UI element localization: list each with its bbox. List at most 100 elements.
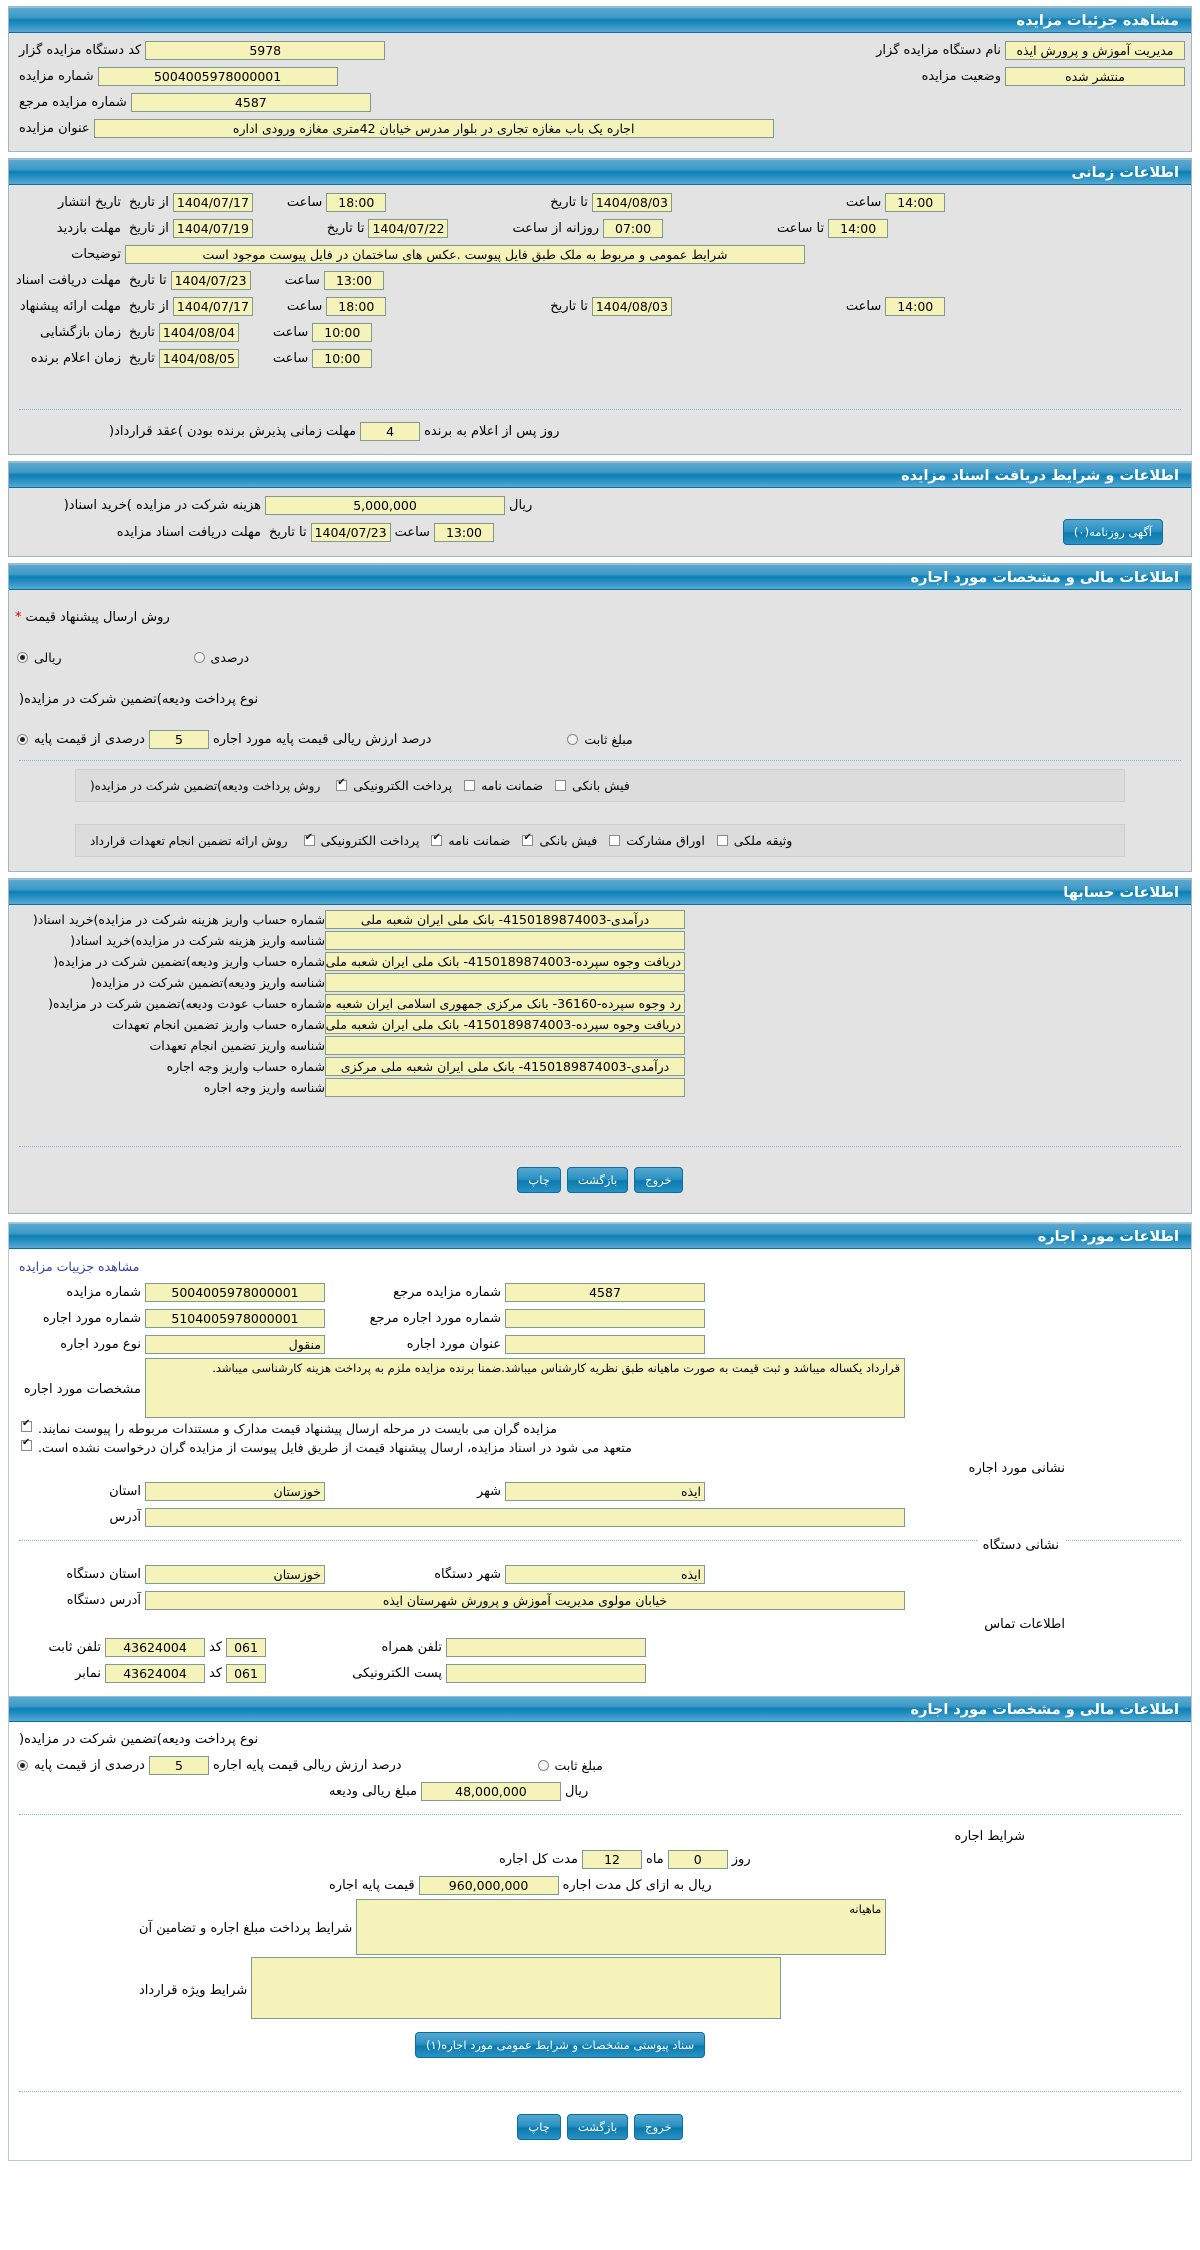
visit-to-date[interactable]: 1404/07/22 xyxy=(368,218,449,238)
guarantee-method-2[interactable]: فیش بانکی xyxy=(520,832,597,848)
account-value-3[interactable] xyxy=(325,973,685,992)
phone-value[interactable]: 43624004 xyxy=(105,1637,205,1657)
agency-address-value[interactable]: خیابان مولوی مدیریت آموزش و پرورش شهرستا… xyxy=(145,1590,905,1610)
account-value-1[interactable] xyxy=(325,931,685,950)
back-button[interactable]: بازگشت xyxy=(566,1167,629,1193)
newspaper-ad-button[interactable]: آگهی روزنامه(۰) xyxy=(1062,519,1163,545)
auction-title-value[interactable]: اجاره یک باب مغازه تجاری در بلوار مدرس خ… xyxy=(93,118,774,138)
radio-percent-of-base[interactable] xyxy=(17,733,28,745)
opening-time[interactable]: 10:00 xyxy=(312,322,373,342)
visit-daily-from[interactable]: 07:00 xyxy=(603,218,664,238)
docs-deadline-date[interactable]: 1404/07/23 xyxy=(170,270,251,290)
ref-lease-number-value[interactable] xyxy=(505,1308,705,1328)
duration-days[interactable]: 0 xyxy=(667,1849,728,1869)
winner-time[interactable]: 10:00 xyxy=(312,348,373,368)
payment-terms-value[interactable]: ماهیانه xyxy=(356,1899,887,1955)
mobile-value[interactable] xyxy=(446,1637,647,1657)
checkbox-guarantee-bank-receipt[interactable] xyxy=(522,832,534,846)
deposit-amount-value[interactable]: 48,000,000 xyxy=(420,1781,561,1801)
lease-specs-value[interactable]: قرارداد یکساله میباشد و ثبت قیمت به صورت… xyxy=(145,1358,905,1418)
ref-auction-number-value[interactable]: 4587 xyxy=(130,92,371,112)
checkbox-property-deed[interactable] xyxy=(716,835,728,846)
guarantee-method-3[interactable]: اوراق مشارکت xyxy=(607,833,705,848)
fax-value[interactable]: 43624004 xyxy=(105,1663,205,1683)
account-value-2[interactable]: دریافت وجوه سپرده-4150189874003- بانک مل… xyxy=(325,952,685,971)
guarantee-method-1[interactable]: ضمانت نامه xyxy=(429,832,510,848)
offer-from-time[interactable]: 18:00 xyxy=(326,296,387,316)
radio-fixed-amount-2[interactable] xyxy=(537,1759,549,1771)
checkbox-guarantee-letter-2[interactable] xyxy=(431,832,443,846)
account-value-4[interactable]: رد وجوه سپرده-36160- بانک مرکزی جمهوری ا… xyxy=(325,994,685,1013)
radio-rial[interactable] xyxy=(17,651,28,663)
print-button[interactable]: چاپ xyxy=(517,1167,561,1193)
auction-status-value[interactable]: منتشر شده xyxy=(1005,66,1185,86)
attachment-specs-button[interactable]: سناد پیوستی مشخصات و شرایط عمومی مورد اج… xyxy=(415,2032,706,2058)
agency-city-value[interactable]: ایذه xyxy=(505,1564,705,1584)
deposit-method-2[interactable]: فیش بانکی xyxy=(553,778,630,793)
docs-receive-date[interactable]: 1404/07/23 xyxy=(310,522,391,542)
duration-months[interactable]: 12 xyxy=(582,1849,643,1869)
checkbox-bank-receipt[interactable] xyxy=(555,780,567,791)
guarantee-method-4[interactable]: وثیقه ملکی xyxy=(715,833,792,848)
publish-to-time[interactable]: 14:00 xyxy=(885,192,946,212)
checkbox-note-2[interactable] xyxy=(21,1437,32,1451)
checkbox-guarantee-electronic[interactable] xyxy=(303,832,315,846)
offer-to-time[interactable]: 14:00 xyxy=(885,296,946,316)
account-value-0[interactable]: درآمدی-4150189874003- بانک ملی ایران شعب… xyxy=(325,910,685,929)
radio-percent-of-base-2[interactable] xyxy=(17,1759,28,1771)
province-value[interactable]: خوزستان xyxy=(145,1481,325,1501)
city-value[interactable]: ایذه xyxy=(505,1481,705,1501)
lease-number-value[interactable]: 5104005978000001 xyxy=(145,1308,325,1328)
guarantee-method-0[interactable]: پرداخت الکترونیکی xyxy=(302,832,419,848)
winner-date[interactable]: 1404/08/05 xyxy=(158,348,239,368)
print-button-bottom[interactable]: چاپ xyxy=(517,2114,561,2140)
docs-receive-time[interactable]: 13:00 xyxy=(433,522,494,542)
base-price-value[interactable]: 960,000,000 xyxy=(418,1875,559,1895)
deposit-method-0[interactable]: پرداخت الکترونیکی xyxy=(334,777,452,793)
opening-date[interactable]: 1404/08/04 xyxy=(158,322,239,342)
fax-code[interactable]: 061 xyxy=(226,1663,267,1683)
checkbox-guarantee-letter[interactable] xyxy=(464,780,476,791)
auction-number-value[interactable]: 5004005978000001 xyxy=(97,66,338,86)
exit-button-bottom[interactable]: خروج xyxy=(634,2114,683,2140)
back-button-bottom[interactable]: بازگشت xyxy=(566,2114,629,2140)
view-auction-details-link[interactable]: مشاهده جزییات مزایده xyxy=(19,1258,140,1274)
ref-auction-number-value-2[interactable]: 4587 xyxy=(505,1282,705,1302)
acceptance-days[interactable]: 4 xyxy=(360,421,421,441)
account-value-5[interactable]: دریافت وجوه سپرده-4150189874003- بانک مل… xyxy=(325,1015,685,1034)
percent-value[interactable]: 5 xyxy=(148,729,209,749)
radio-fixed-amount[interactable] xyxy=(567,733,579,745)
option-fixed-amount-2[interactable]: مبلغ ثابت xyxy=(536,1758,603,1773)
special-terms-value[interactable] xyxy=(251,1957,782,2019)
exit-button[interactable]: خروج xyxy=(634,1167,683,1193)
visit-daily-to[interactable]: 14:00 xyxy=(828,218,889,238)
cost-value[interactable]: 5,000,000 xyxy=(265,495,505,515)
lease-type-value[interactable]: منقول xyxy=(145,1334,325,1354)
deposit-method-1[interactable]: ضمانت نامه xyxy=(462,778,543,793)
agency-name-value[interactable]: مدیریت آموزش و پرورش ایذه xyxy=(1005,40,1185,60)
lease-title-value[interactable] xyxy=(505,1334,705,1354)
publish-from-time[interactable]: 18:00 xyxy=(326,192,387,212)
radio-percent[interactable] xyxy=(193,651,205,663)
email-value[interactable] xyxy=(446,1663,647,1683)
checkbox-electronic-payment[interactable] xyxy=(336,777,348,791)
agency-code-value[interactable]: 5978 xyxy=(145,40,386,60)
visit-from-date[interactable]: 1404/07/19 xyxy=(172,218,253,238)
checkbox-participation-bonds[interactable] xyxy=(609,835,621,846)
publish-from-date[interactable]: 1404/07/17 xyxy=(172,192,253,212)
account-value-6[interactable] xyxy=(325,1036,685,1055)
address-value[interactable] xyxy=(145,1507,905,1527)
option-percent[interactable]: درصدی xyxy=(192,650,249,665)
agency-province-value[interactable]: خوزستان xyxy=(145,1564,325,1584)
checkbox-note-1[interactable] xyxy=(21,1418,32,1432)
option-fixed-amount[interactable]: مبلغ ثابت xyxy=(565,732,633,747)
account-value-7[interactable]: درآمدی-4150189874003- بانک ملی ایران شعب… xyxy=(325,1057,685,1076)
lease-auction-number-value[interactable]: 5004005978000001 xyxy=(145,1282,325,1302)
docs-deadline-time[interactable]: 13:00 xyxy=(323,270,384,290)
publish-to-date[interactable]: 1404/08/03 xyxy=(591,192,672,212)
description-value[interactable]: شرایط عمومی و مربوط به ملک طبق فایل پیوس… xyxy=(125,244,805,264)
option-rial[interactable]: ریالی xyxy=(15,650,62,665)
offer-from-date[interactable]: 1404/07/17 xyxy=(172,296,253,316)
phone-code[interactable]: 061 xyxy=(226,1637,267,1657)
offer-to-date[interactable]: 1404/08/03 xyxy=(591,296,672,316)
